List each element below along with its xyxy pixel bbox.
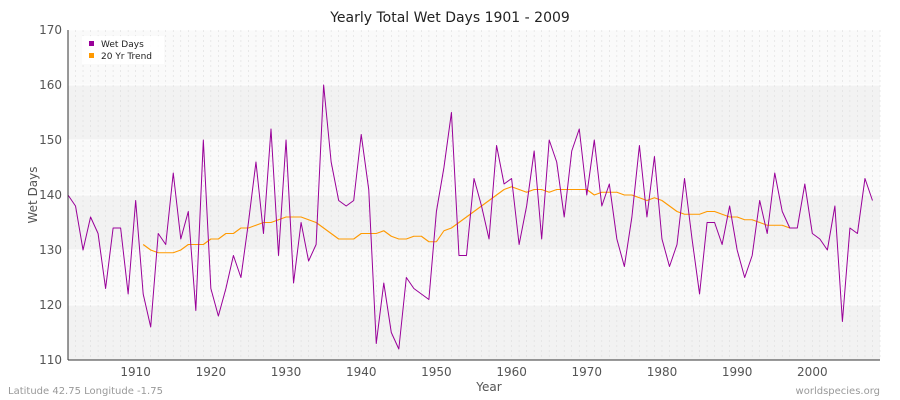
y-tick-label: 130 [39, 243, 62, 257]
x-tick-label: 1970 [572, 365, 603, 379]
y-tick-label: 110 [39, 353, 62, 367]
legend-label-wet-days: Wet Days [101, 40, 144, 50]
footer-location: Latitude 42.75 Longitude -1.75 [8, 386, 163, 397]
y-tick-label: 140 [39, 188, 62, 202]
footer-source: worldspecies.org [796, 386, 880, 397]
tick-labels: 110 120 130 140 150 160 170 1910 1920 1930 1940 195… [39, 23, 828, 379]
x-axis-label: Year [475, 380, 501, 394]
x-tick-label: 1980 [647, 365, 678, 379]
axes [67, 30, 880, 361]
legend: Wet Days 20 Yr Trend [82, 36, 164, 64]
y-axis-label: Wet Days [26, 166, 40, 223]
y-tick-label: 160 [39, 78, 62, 92]
y-tick-label: 170 [39, 23, 62, 37]
x-tick-label: 1940 [346, 365, 377, 379]
y-tick-label: 150 [39, 133, 62, 147]
x-tick-label: 1920 [196, 365, 227, 379]
legend-label-trend: 20 Yr Trend [101, 52, 152, 62]
series-lines [67, 84, 873, 350]
x-tick-label: 2000 [797, 365, 828, 379]
legend-swatch-wet-days [89, 41, 94, 46]
y-tick-label: 120 [39, 298, 62, 312]
x-tick-label: 1950 [421, 365, 452, 379]
x-tick-label: 1990 [722, 365, 753, 379]
chart-title: Yearly Total Wet Days 1901 - 2009 [329, 10, 570, 26]
grid-lines [67, 29, 881, 361]
legend-swatch-trend [89, 53, 94, 58]
legend-box [82, 36, 164, 64]
x-tick-label: 1930 [271, 365, 302, 379]
x-tick-label: 1910 [120, 365, 151, 379]
series-line-wet-days [67, 84, 873, 350]
x-tick-label: 1960 [496, 365, 527, 379]
